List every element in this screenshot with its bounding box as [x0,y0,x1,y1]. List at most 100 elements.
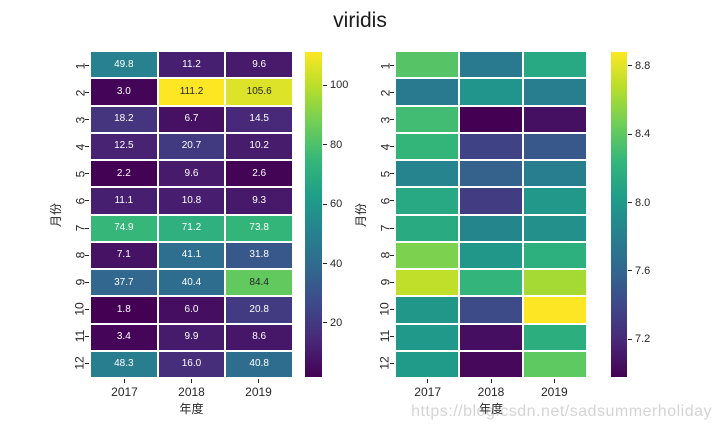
y-tick-text: 6 [378,197,392,205]
y-tick-label: 2 [70,83,90,103]
heatmap-cell [460,242,522,268]
cell-value: 20.8 [249,303,269,315]
heatmap-cell: 3.0 [91,79,157,105]
cell-value: 9.3 [252,194,267,206]
heatmap-cell: 31.8 [226,242,292,268]
cell-value: 73.8 [249,222,269,234]
watermark-text: https://blog.csdn.net/sadsummerholiday [411,403,712,420]
y-tick-mark [85,254,89,256]
cell-value: 7.1 [116,249,131,261]
colorbar-tick-label: 8.8 [635,59,651,72]
colorbar-left [305,52,322,377]
heatmap-cell [524,133,586,159]
y-tick-text: 2 [378,89,392,96]
heatmap-cell [460,161,522,187]
y-tick-text: 7 [73,224,87,232]
cell-value: 3.4 [116,331,131,343]
y-tick-text: 3 [73,116,87,124]
heatmap-cell: 16.0 [158,351,225,377]
heatmap-cell [396,324,458,350]
heatmap-cell: 74.9 [91,215,157,241]
heatmap-cell [524,324,586,350]
heatmap-cell [524,270,586,296]
cell-value: 11.2 [182,58,201,70]
cell-value: 9.6 [252,58,267,70]
y-tick-label: 8 [375,245,395,265]
y-tick-label: 5 [70,164,90,184]
colorbar-tick-label: 8.0 [635,196,651,209]
y-tick-text: 6 [73,197,87,205]
y-tick-mark [390,200,394,202]
y-tick-text: 12 [377,356,392,371]
heatmap-cell: 40.8 [226,351,292,377]
heatmap-cell [524,52,586,78]
x-tick-mark [490,379,492,383]
y-tick-text: 10 [72,302,87,316]
y-tick-label: 7 [70,218,90,238]
heatmap-cell: 18.2 [91,106,157,132]
y-tick-label: 9 [70,272,90,292]
y-tick-text: 9 [73,278,87,286]
colorbar-tick-label: 100 [330,79,349,92]
y-tick-mark [390,362,394,364]
y-tick-mark [85,65,89,67]
cell-value: 3.0 [116,85,131,97]
heatmap-cell [460,79,522,105]
y-tick-label: 6 [70,191,90,211]
cell-value: 40.8 [249,358,269,370]
heatmap-cell [460,215,522,241]
y-tick-text: 1 [73,62,87,69]
cell-value: 71.2 [181,222,202,234]
cell-value: 105.6 [246,85,272,97]
heatmap-cell: 48.3 [91,351,157,377]
y-tick-mark [85,200,89,202]
colorbar-tick-label: 7.6 [635,264,651,277]
heatmap-cell: 10.2 [226,133,292,159]
y-tick-label: 4 [70,137,90,157]
heatmap-cell: 37.7 [91,270,157,296]
cell-value: 41.1 [181,249,202,261]
cell-value: 9.9 [184,331,199,343]
y-tick-label: 11 [70,326,90,346]
cell-value: 6.7 [184,113,199,125]
colorbar-tick-mark [628,270,632,272]
heatmap-cell: 71.2 [158,215,225,241]
heatmap-cell [396,161,458,187]
y-tick-mark [390,146,394,148]
cell-value: 1.8 [116,303,131,315]
colorbar-tick-mark [323,263,327,265]
y-tick-mark [390,119,394,121]
cell-value: 20.7 [181,140,202,152]
heatmap-cell [460,52,522,78]
heatmap-cell [396,351,458,377]
heatmap-cell [524,79,586,105]
heatmap-cell: 6.0 [158,297,225,323]
y-axis-label: 月份 [351,202,371,226]
y-tick-mark [85,362,89,364]
colorbar-tick-mark [628,65,632,67]
heatmap-cell [460,270,522,296]
cell-value: 18.2 [114,113,134,125]
heatmap-cell [396,270,458,296]
colorbar-tick-label: 8.4 [635,128,651,141]
heatmap-cell [524,106,586,132]
heatmap-left: 49.8 11.2 9.6 3.0 111.2 105.6 18.2 6.7 14.5 12.5 2… [91,52,292,377]
y-tick-mark [85,173,89,175]
heatmap-cell: 20.8 [226,297,292,323]
y-tick-text: 4 [73,143,87,151]
x-axis-label: 年度 [478,402,503,416]
y-tick-label: 12 [375,353,395,373]
colorbar-tick-mark [323,322,327,324]
cell-value: 111.2 [179,85,204,97]
y-tick-mark [390,281,394,283]
heatmap-cell: 2.6 [226,161,292,187]
y-tick-label: 6 [375,191,395,211]
x-tick-mark [553,379,555,383]
heatmap-cell: 41.1 [158,242,225,268]
y-tick-text: 7 [378,224,392,232]
x-tick-label: 2019 [540,385,568,399]
colorbar-tick-label: 40 [330,257,343,270]
colorbar-tick-label: 20 [330,316,343,329]
heatmap-cell [460,106,522,132]
